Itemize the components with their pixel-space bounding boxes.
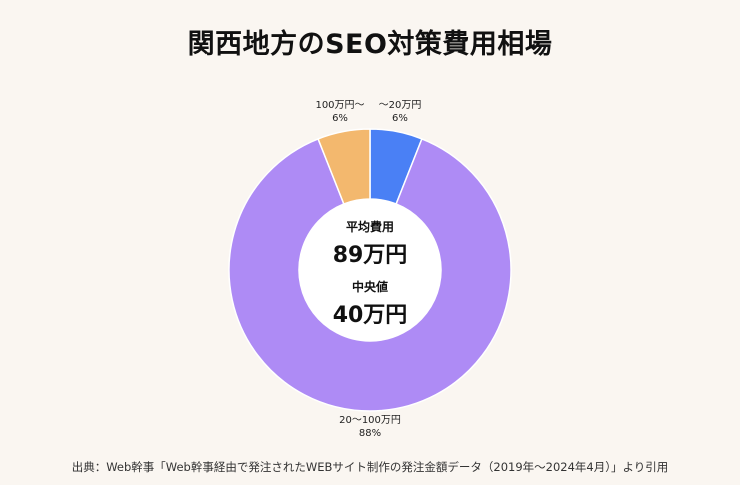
source-note: 出典：Web幹事「Web幹事経由で発注されたWEBサイト制作の発注金額データ（2… bbox=[71, 460, 669, 474]
average-label: 平均費用 bbox=[345, 220, 395, 234]
slice-percent-2: 6% bbox=[332, 113, 348, 124]
median-value: 40万円 bbox=[332, 303, 408, 328]
slice-label-1: 20〜100万円 88% bbox=[339, 414, 401, 440]
average-value: 89万円 bbox=[332, 243, 408, 268]
chart-title: 関西地方のSEO対策費用相場 bbox=[187, 29, 553, 60]
slice-category-0: 〜20万円 bbox=[378, 100, 422, 111]
donut-hole bbox=[299, 199, 441, 341]
median-label: 中央値 bbox=[351, 280, 389, 294]
slice-label-0: 〜20万円 6% bbox=[379, 99, 422, 125]
slice-category-1: 20〜100万円 bbox=[339, 415, 401, 426]
slice-percent-0: 6% bbox=[392, 113, 408, 124]
slice-percent-1: 88% bbox=[358, 428, 382, 439]
slice-label-2: 100万円〜 6% bbox=[315, 99, 364, 125]
slice-category-2: 100万円〜 bbox=[315, 100, 365, 111]
